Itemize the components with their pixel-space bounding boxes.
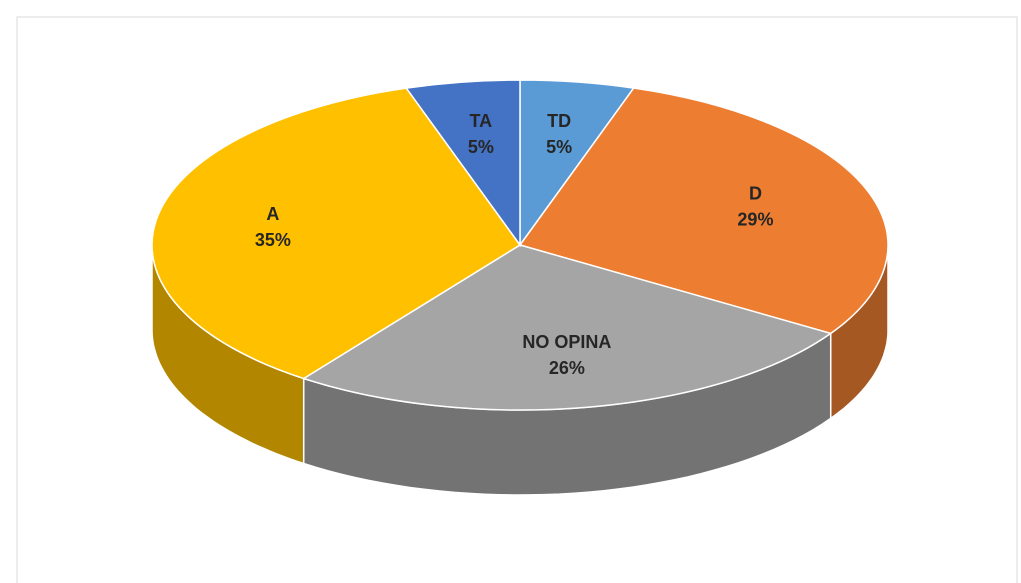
category-label: TA (470, 111, 493, 131)
value-label: 5% (468, 137, 494, 157)
slice (151, 87, 522, 380)
value-label: 5% (546, 137, 572, 157)
slice (301, 244, 833, 411)
category-label: A (266, 204, 279, 224)
value-label: 29% (737, 210, 773, 230)
slice (404, 79, 521, 248)
value-label: 35% (255, 230, 291, 250)
category-label: TD (547, 111, 571, 131)
value-label: 26% (549, 358, 585, 378)
slice (518, 87, 889, 335)
category-label: D (749, 184, 762, 204)
category-label: NO OPINA (522, 332, 611, 352)
